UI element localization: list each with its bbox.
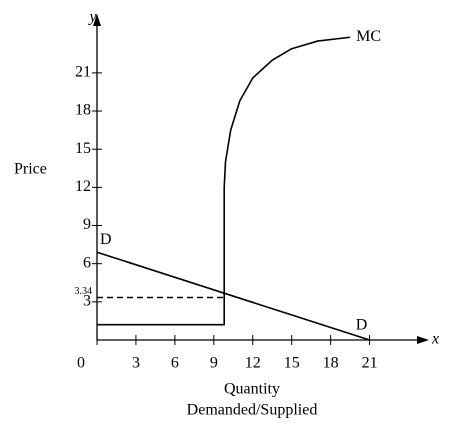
y-tick-label: 3 [83, 293, 91, 310]
series-label: D [356, 317, 368, 334]
y-axis-arrow [93, 14, 101, 26]
x-tick-label: 3 [132, 355, 140, 372]
series-line [96, 251, 370, 341]
x-tick-label: 9 [210, 355, 218, 372]
reference-label: 3.34 [75, 286, 93, 297]
x-tick-label: 6 [171, 355, 179, 372]
annotation: D [100, 231, 112, 248]
y-axis-label: y [87, 9, 97, 26]
series-label: MC [356, 28, 381, 45]
y-tick-label: 12 [75, 178, 91, 195]
x-axis-arrow [417, 336, 429, 344]
series-line [97, 36, 351, 326]
x-tick-label: 0 [77, 355, 85, 372]
x-tick-label: 21 [362, 355, 378, 372]
y-tick-label: 15 [75, 140, 91, 157]
y-tick-label: 18 [75, 102, 91, 119]
x-tick-label: 12 [245, 355, 261, 372]
y-tick-label: 21 [75, 64, 91, 81]
x-tick-label: 18 [323, 355, 339, 372]
x-tick-label: 15 [284, 355, 300, 372]
x-axis-title: Quantity [224, 381, 280, 398]
y-tick-label: 9 [83, 216, 91, 233]
y-axis-title: Price [14, 161, 47, 178]
y-tick-label: 6 [83, 254, 91, 271]
x-axis-label: x [431, 331, 439, 348]
x-axis-title: Demanded/Supplied [187, 402, 318, 419]
